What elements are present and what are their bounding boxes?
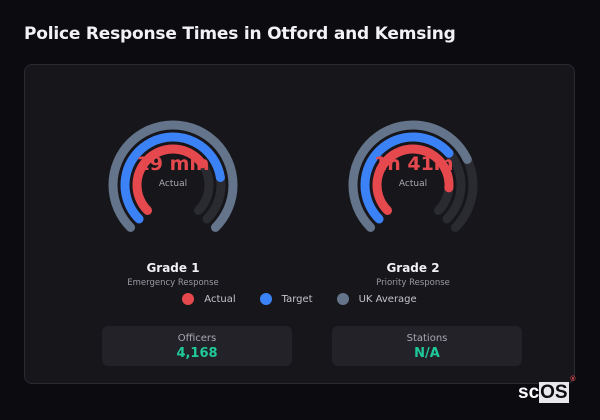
- response-times-card: 19 min Actual Grade 1 Emergency Response…: [24, 64, 575, 384]
- grade-description: Priority Response: [376, 278, 450, 288]
- actual-time-label: Actual: [158, 179, 188, 189]
- stat-value: 4,168: [176, 346, 218, 361]
- stat-officers: Officers 4,168: [102, 326, 292, 366]
- brand-highlight: OS: [539, 382, 569, 403]
- grade-name: Grade 2: [386, 261, 440, 275]
- chart-legend: Actual Target UK Average: [25, 293, 574, 305]
- legend-item-uk-average: UK Average: [336, 293, 417, 305]
- legend-label: Actual: [204, 293, 236, 305]
- page-title: Police Response Times in Otford and Kems…: [24, 24, 456, 44]
- grade-description: Emergency Response: [127, 278, 219, 288]
- gauge-grade-1: 19 min Actual Grade 1 Emergency Response: [103, 115, 243, 288]
- actual-time-label: Actual: [398, 179, 428, 189]
- actual-time-value: 1h 41m: [374, 153, 452, 175]
- legend-dot-icon: [259, 293, 272, 305]
- ring-chart-grade-1: [108, 120, 238, 232]
- legend-label: UK Average: [358, 293, 417, 305]
- brand-logo: scOS ®: [518, 376, 576, 404]
- actual-ring: [132, 144, 207, 215]
- legend-label: Target: [281, 293, 313, 305]
- target-ring: [360, 132, 454, 224]
- ring-chart-grade-2: [348, 120, 478, 232]
- stat-stations: Stations N/A: [332, 326, 522, 366]
- legend-item-target: Target: [259, 293, 313, 305]
- stat-label: Stations: [406, 333, 448, 344]
- uk-average-ring: [108, 120, 238, 232]
- gauge-grade-2: 1h 41m Actual Grade 2 Priority Response: [343, 115, 483, 288]
- actual-ring: [372, 144, 454, 215]
- legend-dot-icon: [336, 293, 349, 305]
- registered-mark-icon: ®: [570, 376, 576, 383]
- stat-value: N/A: [414, 346, 440, 361]
- legend-item-actual: Actual: [182, 293, 236, 305]
- brand-prefix: sc: [518, 382, 540, 403]
- target-ring: [120, 132, 225, 224]
- legend-dot-icon: [182, 293, 195, 305]
- grade-name: Grade 1: [146, 261, 200, 275]
- actual-time-value: 19 min: [136, 153, 210, 175]
- uk-average-ring: [348, 120, 472, 232]
- stat-label: Officers: [177, 333, 217, 344]
